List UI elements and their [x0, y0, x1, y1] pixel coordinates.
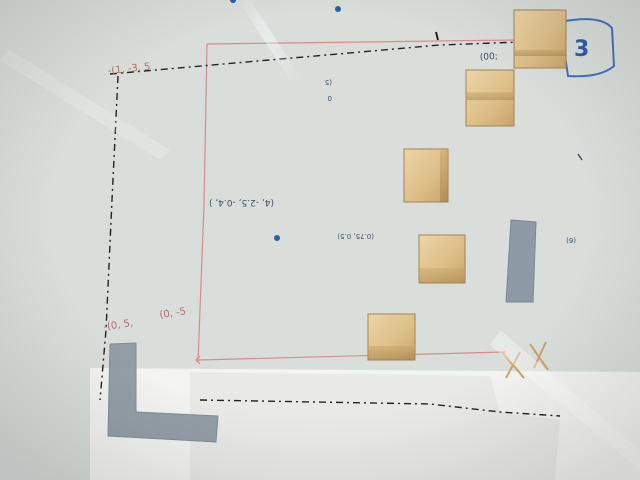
- vignette: [0, 0, 640, 480]
- scene-drawing: 3 (00; -(1, -3, 5 (5 0 (4, -2.5, -0.4, )…: [0, 0, 640, 480]
- whiteboard-photo: 3 (00; -(1, -3, 5 (5 0 (4, -2.5, -0.4, )…: [0, 0, 640, 480]
